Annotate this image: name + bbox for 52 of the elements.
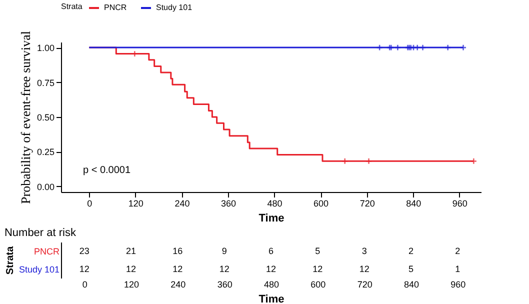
data-label: 1 <box>455 264 460 274</box>
data-label: 12 <box>266 264 276 274</box>
x-axis-title: Time <box>258 212 284 224</box>
x-tick-label: 840 <box>404 280 420 290</box>
data-label: 12 <box>79 264 90 274</box>
data-label: 12 <box>126 264 136 274</box>
data-label: 23 <box>79 246 90 256</box>
data-label: 12 <box>312 264 323 274</box>
x-tick-label: 360 <box>220 198 236 208</box>
legend-label: Study 101 <box>156 3 193 12</box>
x-tick-label: 0 <box>82 280 88 290</box>
y-axis-title: Strata <box>4 246 16 275</box>
annotation: p < 0.0001 <box>83 165 131 176</box>
data-label: 5 <box>408 264 414 274</box>
x-tick-label: 240 <box>174 198 190 208</box>
legend-label: PNCR <box>104 3 127 12</box>
x-tick-label: 120 <box>124 280 140 290</box>
data-label: 5 <box>315 246 320 256</box>
x-tick-label: 840 <box>406 198 422 208</box>
data-label: 9 <box>222 246 227 256</box>
x-axis-title: Time <box>258 294 284 304</box>
data-label: 2 <box>408 246 414 256</box>
x-tick-label: 480 <box>267 198 282 208</box>
x-tick-label: 720 <box>360 198 375 208</box>
data-label: 12 <box>172 264 183 274</box>
y-tick-label: 0.00 <box>36 182 54 192</box>
y-tick-label: 0.75 <box>36 78 54 88</box>
x-tick-label: 120 <box>128 198 144 208</box>
y-tick-label: PNCR <box>34 246 60 256</box>
chart-title: Number at risk <box>4 227 76 239</box>
x-tick-label: 960 <box>452 198 468 208</box>
data-label: 3 <box>362 246 367 256</box>
x-tick-label: 0 <box>87 198 92 208</box>
y-tick-label: 0.25 <box>36 147 54 158</box>
y-axis-title: Probability of event-free survival <box>18 30 33 204</box>
y-tick-label: 0.50 <box>36 112 54 122</box>
x-tick-label: 600 <box>314 198 329 208</box>
data-label: 16 <box>172 246 183 256</box>
x-tick-label: 360 <box>217 280 232 290</box>
data-label: 6 <box>268 246 274 256</box>
x-tick-label: 480 <box>264 280 280 290</box>
data-label: 2 <box>455 246 460 256</box>
x-tick-label: 600 <box>310 280 326 290</box>
y-tick-label: Study 101 <box>18 264 60 274</box>
y-tick-label: 1.00 <box>36 43 54 54</box>
x-tick-label: 720 <box>357 280 372 290</box>
data-label: 12 <box>359 264 370 274</box>
data-label: 21 <box>126 246 136 256</box>
x-tick-label: 240 <box>170 280 186 290</box>
legend-title: Strata <box>61 2 83 11</box>
data-label: 12 <box>219 264 230 274</box>
x-tick-label: 960 <box>450 280 466 290</box>
